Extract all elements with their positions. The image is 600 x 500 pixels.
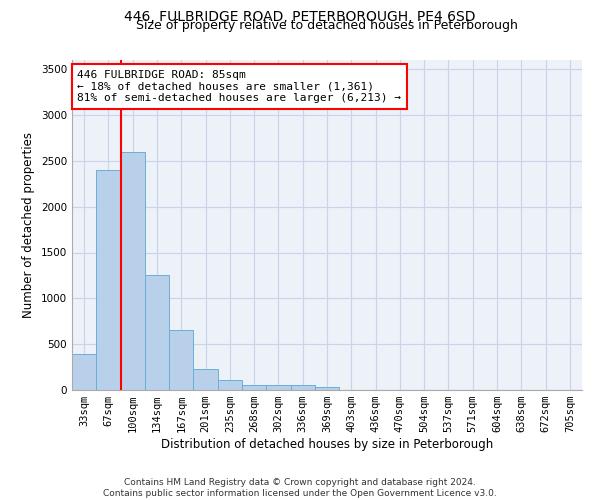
Bar bbox=[315, 387, 339, 390]
Text: 446, FULBRIDGE ROAD, PETERBOROUGH, PE4 6SD: 446, FULBRIDGE ROAD, PETERBOROUGH, PE4 6… bbox=[124, 10, 476, 24]
Bar bbox=[242, 384, 266, 390]
Bar bbox=[266, 386, 290, 390]
Bar bbox=[290, 386, 315, 390]
Y-axis label: Number of detached properties: Number of detached properties bbox=[22, 132, 35, 318]
Bar bbox=[169, 330, 193, 390]
Bar bbox=[121, 152, 145, 390]
Bar bbox=[96, 170, 121, 390]
Title: Size of property relative to detached houses in Peterborough: Size of property relative to detached ho… bbox=[136, 20, 518, 32]
X-axis label: Distribution of detached houses by size in Peterborough: Distribution of detached houses by size … bbox=[161, 438, 493, 451]
Bar bbox=[72, 354, 96, 390]
Bar bbox=[218, 380, 242, 390]
Text: 446 FULBRIDGE ROAD: 85sqm
← 18% of detached houses are smaller (1,361)
81% of se: 446 FULBRIDGE ROAD: 85sqm ← 18% of detac… bbox=[77, 70, 401, 103]
Text: Contains HM Land Registry data © Crown copyright and database right 2024.
Contai: Contains HM Land Registry data © Crown c… bbox=[103, 478, 497, 498]
Bar bbox=[145, 276, 169, 390]
Bar bbox=[193, 369, 218, 390]
